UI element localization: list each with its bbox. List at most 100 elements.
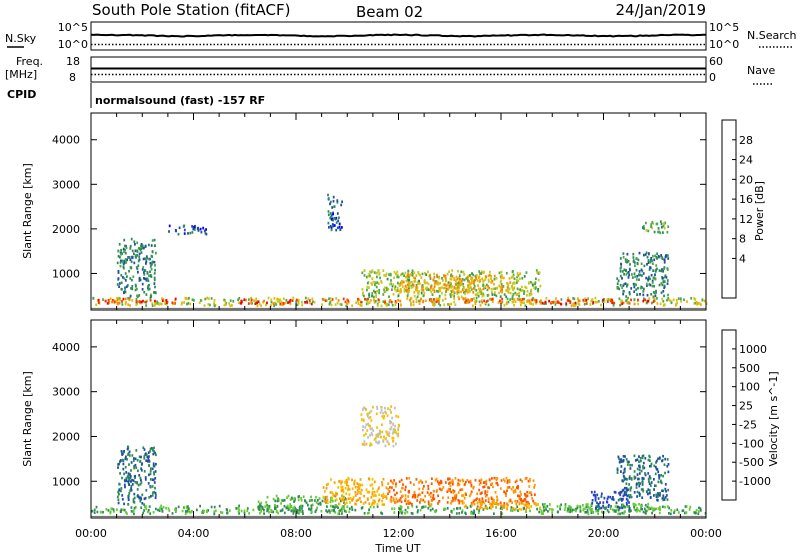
velocity-data-cell (383, 503, 385, 506)
velocity-data-cell (517, 494, 519, 498)
power-data-cell (389, 273, 392, 277)
power-data-cell (390, 300, 393, 304)
power-data-cell (191, 225, 193, 228)
velocity-data-cell (600, 495, 603, 498)
power-data-cell (431, 300, 433, 304)
velocity-data-cell (431, 499, 433, 502)
velocity-data-cell (534, 502, 536, 505)
velocity-data-cell (644, 472, 646, 475)
velocity-data-cell (437, 502, 439, 505)
power-data-cell (532, 303, 534, 306)
power-data-cell (327, 221, 330, 225)
velocity-data-cell (293, 505, 296, 509)
velocity-data-cell (575, 509, 577, 513)
velocity-data-cell (382, 496, 384, 499)
velocity-data-cell (618, 491, 620, 495)
velocity-data-cell (449, 488, 451, 491)
velocity-data-cell (457, 478, 460, 482)
power-data-cell (627, 276, 630, 279)
power-data-cell (238, 301, 240, 304)
power-data-cell (297, 298, 300, 302)
velocity-data-cell (623, 510, 626, 514)
velocity-data-cell (356, 489, 359, 492)
velocity-data-cell (586, 510, 589, 514)
power-data-cell (399, 299, 402, 303)
velocity-data-cell (524, 477, 527, 480)
velocity-data-cell (479, 492, 482, 495)
power-data-cell (375, 295, 377, 298)
power-data-cell (662, 231, 664, 234)
power-data-cell (616, 285, 619, 289)
velocity-data-cell (642, 489, 645, 493)
velocity-data-cell (587, 506, 590, 509)
velocity-data-cell (122, 467, 125, 471)
power-data-cell (367, 297, 369, 301)
power-data-cell (135, 303, 138, 307)
velocity-data-cell (468, 494, 471, 498)
velocity-scatter-cells (91, 405, 707, 518)
power-data-cell (584, 297, 586, 301)
velocity-data-cell (438, 483, 441, 486)
velocity-data-cell (389, 408, 392, 412)
velocity-data-cell (624, 490, 626, 494)
velocity-data-cell (493, 501, 496, 504)
power-data-cell (654, 277, 657, 281)
power-data-cell (469, 282, 472, 286)
power-data-cell (463, 278, 466, 282)
velocity-data-cell (389, 427, 392, 431)
velocity-data-cell (407, 495, 410, 498)
velocity-data-cell (343, 505, 345, 508)
velocity-data-cell (627, 488, 629, 491)
velocity-data-cell (637, 482, 640, 485)
velocity-data-cell (434, 478, 437, 482)
power-data-cell (296, 303, 299, 307)
power-data-cell (523, 290, 526, 293)
power-data-cell (426, 281, 428, 285)
power-data-cell (191, 231, 194, 234)
power-data-cell (464, 289, 467, 292)
velocity-data-cell (665, 489, 667, 493)
velocity-data-cell (135, 466, 138, 469)
power-data-cell (150, 294, 153, 298)
power-data-cell (141, 282, 144, 286)
power-data-cell (275, 303, 278, 306)
velocity-data-cell (473, 499, 476, 502)
velocity-data-cell (168, 509, 171, 512)
power-data-cell (408, 290, 410, 293)
velocity-data-cell (202, 510, 205, 513)
velocity-data-cell (291, 496, 293, 500)
power-data-cell (410, 284, 413, 288)
power-data-cell (445, 287, 448, 291)
velocity-data-cell (188, 509, 190, 513)
velocity-data-cell (654, 484, 657, 488)
velocity-data-cell (290, 505, 293, 508)
velocity-data-cell (642, 477, 645, 480)
velocity-data-cell (344, 486, 347, 490)
power-data-cell (391, 303, 394, 307)
power-data-cell (698, 302, 701, 305)
power-data-cell (696, 302, 699, 306)
velocity-data-cell (143, 497, 146, 501)
velocity-data-cell (369, 424, 371, 428)
velocity-data-cell (133, 496, 136, 500)
time-tick-label: 00:00 (75, 527, 107, 540)
velocity-data-cell (96, 510, 99, 514)
power-data-cell (433, 298, 435, 301)
power-data-cell (373, 298, 375, 301)
velocity-data-cell (594, 499, 597, 502)
velocity-data-cell (371, 483, 374, 486)
power-data-cell (440, 291, 443, 295)
power-data-cell (429, 288, 432, 292)
velocity-data-cell (506, 505, 509, 508)
velocity-data-cell (126, 512, 128, 515)
velocity-data-cell (591, 499, 594, 502)
power-data-cell (441, 286, 443, 289)
power-data-cell (530, 289, 533, 292)
power-data-cell (417, 282, 420, 285)
power-data-cell (624, 282, 627, 285)
velocity-colorbar-tick-label: 1000 (739, 343, 767, 356)
power-data-cell (645, 301, 648, 305)
power-data-cell (120, 287, 123, 291)
velocity-data-cell (183, 506, 186, 509)
power-data-cell (403, 287, 406, 291)
